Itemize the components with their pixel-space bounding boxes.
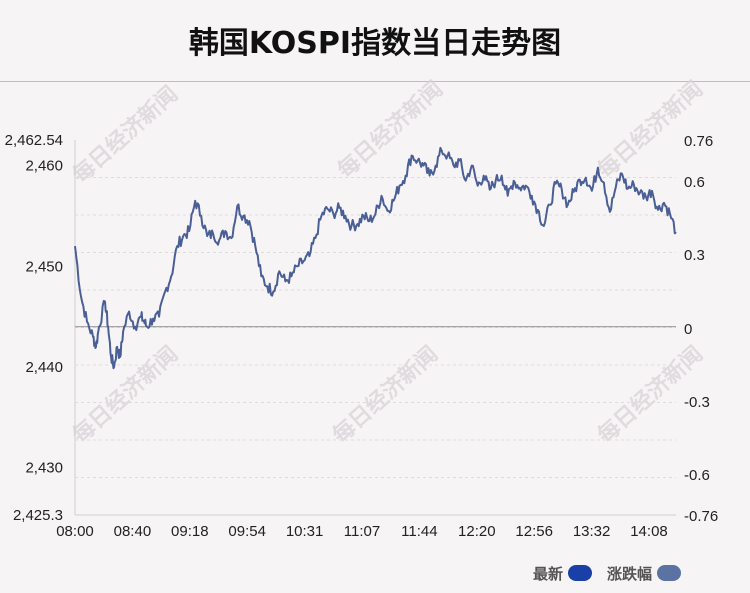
- x-tick-label: 11:07: [344, 523, 380, 540]
- x-tick-label: 12:20: [458, 523, 496, 540]
- y-tick-label-right: 0.6: [684, 174, 705, 191]
- x-tick-label: 10:31: [286, 523, 324, 540]
- y-tick-label-right: -0.6: [684, 467, 710, 484]
- legend-item-change[interactable]: 涨跌幅: [607, 562, 682, 584]
- x-tick-label: 09:18: [171, 523, 209, 540]
- legend-swatch-latest: [568, 565, 593, 581]
- y-tick-label-right: 0.76: [684, 133, 713, 150]
- x-tick-label: 09:54: [228, 523, 266, 540]
- y-tick-label-left: 2,430: [25, 460, 63, 477]
- series-line-kospi: [74, 146, 677, 370]
- y-tick-label-right: -0.76: [684, 508, 718, 525]
- watermark-1: 每日经济新闻: [593, 76, 709, 184]
- x-tick-label: 08:00: [56, 523, 94, 540]
- legend-item-latest[interactable]: 最新: [533, 562, 593, 584]
- title-divider: [0, 81, 750, 82]
- x-tick-label: 13:32: [573, 523, 611, 540]
- legend-label-change: 涨跌幅: [607, 564, 653, 583]
- watermark-5: 每日经济新闻: [68, 81, 184, 189]
- x-tick-label: 14:08: [630, 523, 668, 540]
- watermark-3: 每日经济新闻: [328, 341, 444, 449]
- x-tick-label: 11:44: [401, 523, 437, 540]
- legend-label-latest: 最新: [533, 564, 564, 583]
- y-tick-label-right: 0: [684, 321, 692, 338]
- y-tick-label-left: 2,460: [25, 158, 63, 175]
- chart-title: 韩国KOSPI指数当日走势图: [188, 26, 562, 61]
- watermark-0: 每日经济新闻: [333, 76, 449, 184]
- y-tick-label-left: 2,440: [25, 359, 63, 376]
- y-tick-label-left: 2,425.3: [13, 507, 63, 524]
- x-tick-label: 08:40: [114, 523, 152, 540]
- x-tick-label: 12:56: [515, 523, 553, 540]
- legend-swatch-change: [657, 565, 682, 581]
- y-tick-label-left: 2,462.54: [5, 132, 63, 149]
- y-tick-label-right: 0.3: [684, 247, 705, 264]
- y-tick-label-right: -0.3: [684, 394, 710, 411]
- watermark-2: 每日经济新闻: [68, 341, 184, 449]
- y-tick-label-left: 2,450: [25, 258, 63, 275]
